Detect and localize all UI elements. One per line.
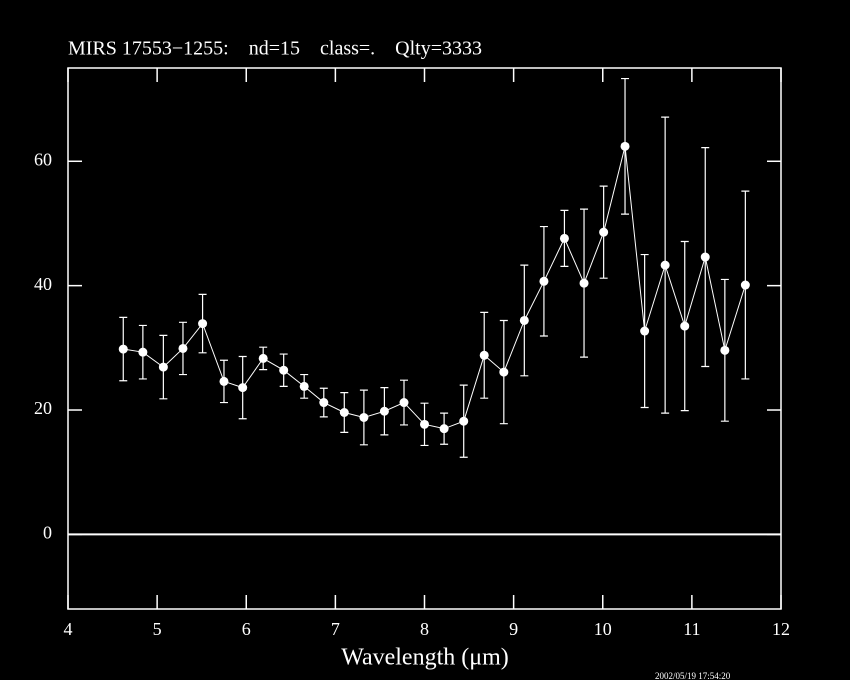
y-tick-label: 60 [34,149,52,169]
x-tick-label: 6 [242,619,251,639]
data-point [539,276,549,286]
x-tick-label: 5 [153,619,162,639]
chart-title: MIRS 17553−1255: nd=15 class=. Qlty=3333 [68,38,482,60]
data-point [238,383,248,393]
data-point [720,345,730,355]
data-point [620,141,630,151]
y-tick-label: 0 [43,523,52,543]
data-point [439,424,449,434]
data-point [359,412,369,422]
data-point [499,367,509,377]
plot-frame [67,67,782,610]
data-point [138,347,148,357]
x-axis-label: Wavelength (μm) [341,645,509,671]
data-point [118,344,128,354]
x-tick-label: 10 [594,619,612,639]
data-point [299,381,309,391]
data-point [319,398,329,408]
x-tick-label: 11 [683,619,700,639]
timestamp: 2002/05/19 17:54:20 [655,671,731,680]
x-tick-label: 9 [509,619,518,639]
data-point [459,416,469,426]
data-point [680,321,690,331]
y-tick-label: 40 [34,274,52,294]
y-tick-label: 20 [34,398,52,418]
data-point [579,278,589,288]
data-point [599,227,609,237]
data-point [479,350,489,360]
data-line [123,146,746,430]
x-tick-label: 8 [420,619,429,639]
x-tick-label: 4 [64,619,73,639]
data-point [198,319,208,329]
data-point [660,260,670,270]
data-point [519,315,529,325]
data-point [399,398,409,408]
data-point [279,365,289,375]
data-point [339,407,349,417]
data-point [158,362,168,372]
data-point [379,406,389,416]
data-point [258,353,268,363]
data-point [420,419,429,429]
x-tick-label: 12 [772,619,790,639]
x-tick-label: 7 [331,619,340,639]
data-point [740,280,750,290]
data-point [700,252,710,262]
data-point [559,233,569,243]
data-point [219,376,229,386]
data-point [178,343,188,353]
data-point [640,326,650,336]
